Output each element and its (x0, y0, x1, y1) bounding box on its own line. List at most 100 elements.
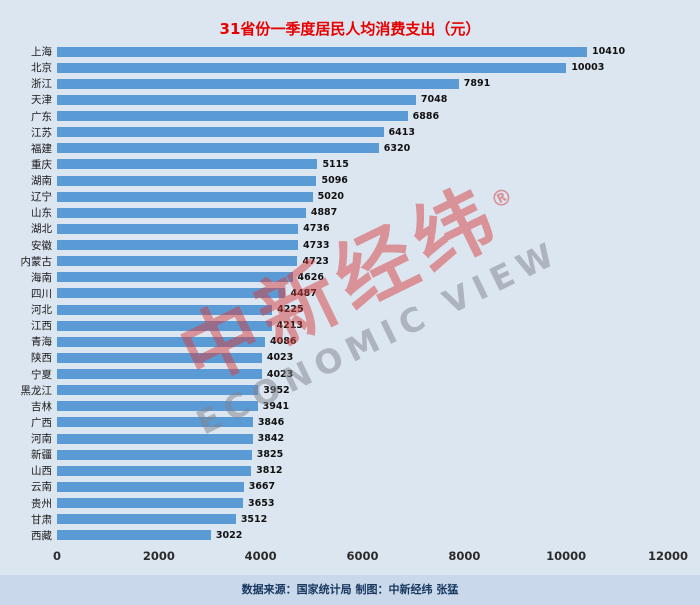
bar-row: 福建 6320 (9, 141, 668, 156)
value-label: 7048 (420, 94, 448, 106)
bar-track: 4086 (57, 336, 668, 348)
x-tick-label: 4000 (244, 549, 277, 563)
bar-row: 青海 4086 (9, 334, 668, 349)
category-label: 湖南 (31, 175, 52, 187)
bar-row: 湖北 4736 (9, 221, 668, 236)
bar (57, 320, 272, 331)
category-label: 山西 (31, 465, 52, 478)
bar-row: 江西 4213 (9, 318, 668, 333)
category-label: 陕西 (31, 352, 52, 365)
category-label: 山东 (31, 207, 52, 220)
value-label: 3812 (256, 465, 283, 477)
bar-row: 贵州 3653 (9, 496, 668, 511)
value-label: 4626 (297, 271, 324, 283)
value-label: 7891 (463, 78, 491, 90)
category-label: 贵州 (31, 497, 52, 510)
bar-track: 3667 (57, 481, 668, 492)
bar-track: 3842 (57, 433, 668, 444)
source-footer: 数据来源：国家统计局 制图：中新经纬 张猛 (0, 575, 700, 605)
bar (57, 385, 259, 396)
value-label: 4213 (276, 320, 303, 332)
category-label: 吉林 (31, 400, 52, 413)
bar-chart: 上海 10410 北京 10003 浙江 7891 天津 7048 广东 6886 江苏 6413 福建… (9, 44, 668, 543)
value-label: 5020 (317, 191, 345, 203)
bar (57, 46, 588, 57)
bar-track: 3941 (57, 400, 668, 412)
bar-row: 海南 4626 (9, 270, 668, 285)
bar-row: 湖南 5096 (9, 173, 668, 188)
category-label: 云南 (31, 481, 52, 494)
bar-track: 5115 (57, 158, 668, 170)
bar-row: 河北 4225 (9, 302, 668, 317)
bar-row: 山东 4887 (9, 205, 668, 220)
bar-track: 4023 (57, 368, 668, 380)
value-label: 4736 (303, 223, 330, 235)
value-label: 4487 (290, 287, 317, 299)
bar-track: 4733 (57, 240, 668, 251)
category-label: 河南 (31, 433, 52, 445)
value-label: 6413 (388, 126, 415, 138)
bar (57, 272, 293, 283)
category-label: 黑龙江 (20, 384, 53, 397)
value-label: 3941 (262, 400, 290, 412)
category-label: 辽宁 (31, 191, 52, 204)
value-label: 4086 (270, 336, 297, 348)
bar-row: 四川 4487 (9, 286, 668, 301)
bar-row: 山西 3812 (9, 463, 668, 478)
value-label: 3022 (215, 529, 243, 541)
bar-track: 5020 (57, 191, 668, 203)
value-label: 10003 (571, 62, 605, 74)
category-label: 四川 (31, 287, 52, 300)
value-label: 6886 (412, 110, 440, 122)
value-label: 5096 (321, 175, 348, 186)
bar (57, 498, 243, 508)
value-label: 4023 (266, 368, 294, 380)
bar (57, 111, 408, 121)
bar (57, 62, 567, 73)
category-label: 河北 (31, 304, 52, 316)
bar-track: 10410 (57, 46, 668, 57)
bar-row: 辽宁 5020 (9, 189, 668, 204)
bar-row: 吉林 3941 (9, 399, 668, 414)
bar (57, 191, 313, 202)
bar-track: 3022 (57, 529, 668, 541)
bar-row: 宁夏 4023 (9, 367, 668, 382)
bar-track: 4736 (57, 223, 668, 235)
bar-track: 7048 (57, 94, 668, 106)
value-label: 3825 (256, 449, 284, 461)
bar (57, 417, 253, 428)
bar-track: 3825 (57, 449, 668, 461)
bar-track: 3653 (57, 498, 668, 509)
value-label: 5115 (322, 158, 349, 170)
value-label: 6320 (383, 142, 411, 154)
value-label: 4887 (310, 207, 338, 219)
bar (57, 240, 298, 250)
bar-row: 重庆 5115 (9, 157, 668, 172)
category-label: 福建 (31, 142, 52, 155)
bar (57, 288, 286, 299)
bar-track: 3952 (57, 385, 668, 396)
x-tick-label: 10000 (546, 549, 587, 563)
value-label: 4225 (277, 304, 304, 315)
value-label: 10410 (592, 46, 626, 57)
bar (57, 78, 459, 89)
bar-row: 内蒙古 4723 (9, 254, 668, 269)
category-label: 江苏 (31, 126, 52, 139)
bar-row: 新疆 3825 (9, 447, 668, 462)
bar (57, 304, 273, 315)
category-label: 广西 (31, 416, 52, 429)
bar-track: 10003 (57, 62, 668, 74)
category-label: 新疆 (31, 449, 52, 462)
bar (57, 530, 211, 541)
category-label: 宁夏 (31, 368, 52, 381)
value-label: 4023 (266, 352, 294, 364)
bar (57, 369, 262, 379)
bar (57, 94, 416, 105)
bar-track: 4225 (57, 304, 668, 315)
bar (57, 481, 244, 492)
bar (57, 175, 317, 186)
bar (57, 256, 298, 267)
bar-row: 天津 7048 (9, 92, 668, 107)
bar-track: 4626 (57, 271, 668, 283)
